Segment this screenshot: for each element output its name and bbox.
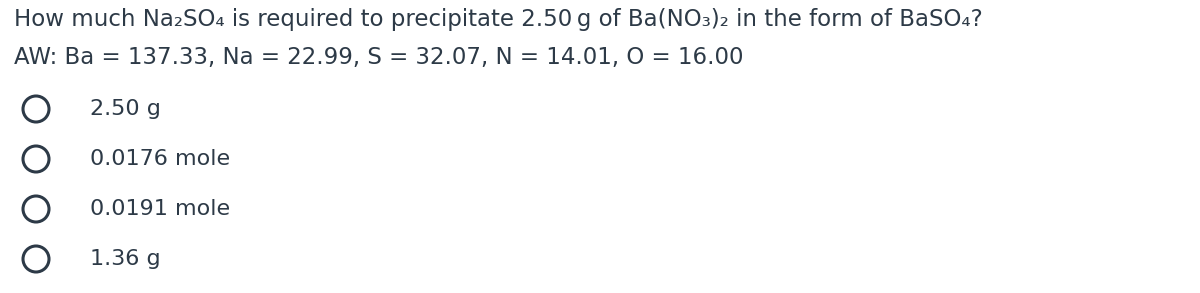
Text: How much Na₂SO₄ is required to precipitate 2.50 g of Ba(NO₃)₂ in the form of BaS: How much Na₂SO₄ is required to precipita… — [14, 8, 983, 31]
Text: 0.0191 mole: 0.0191 mole — [90, 199, 230, 219]
Text: AW: Ba = 137.33, Na = 22.99, S = 32.07, N = 14.01, O = 16.00: AW: Ba = 137.33, Na = 22.99, S = 32.07, … — [14, 46, 744, 69]
Text: 1.36 g: 1.36 g — [90, 249, 161, 269]
Text: 0.0176 mole: 0.0176 mole — [90, 149, 230, 169]
Text: 2.50 g: 2.50 g — [90, 99, 161, 119]
